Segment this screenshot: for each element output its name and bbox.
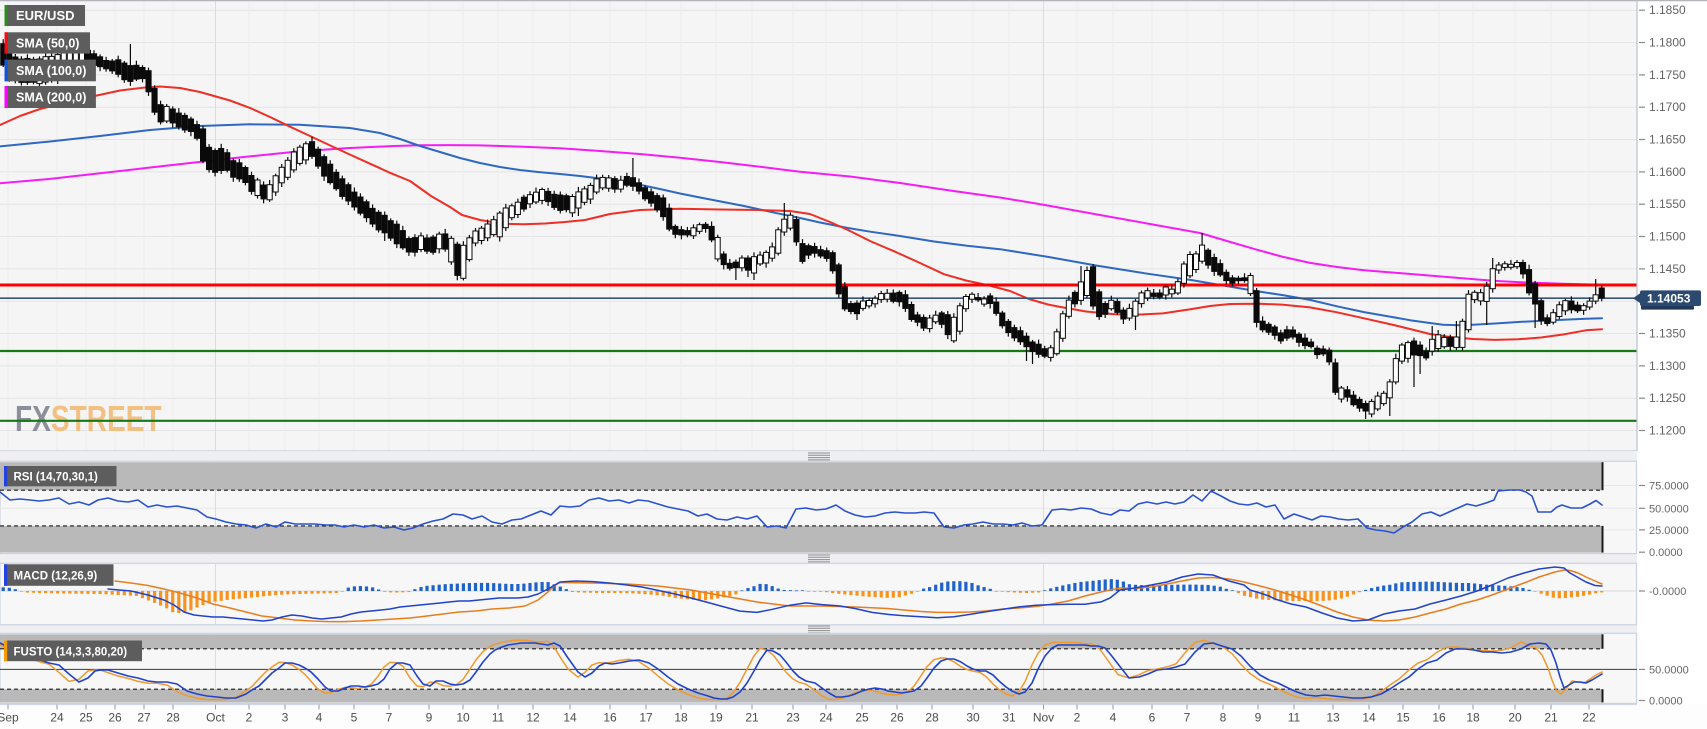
svg-text:4: 4 (316, 711, 323, 725)
svg-text:50.0000: 50.0000 (1649, 503, 1689, 515)
svg-text:10: 10 (456, 711, 470, 725)
svg-text:9: 9 (426, 711, 433, 725)
svg-text:18: 18 (1466, 711, 1480, 725)
svg-text:25.0000: 25.0000 (1649, 525, 1689, 537)
svg-text:FUSTO (14,3,3,80,20): FUSTO (14,3,3,80,20) (14, 646, 128, 658)
svg-text:13: 13 (1326, 711, 1340, 725)
svg-text:31: 31 (1002, 711, 1016, 725)
svg-text:11: 11 (1288, 711, 1301, 725)
svg-text:14: 14 (563, 711, 577, 725)
svg-text:28: 28 (166, 711, 180, 725)
svg-text:20: 20 (1508, 711, 1522, 725)
svg-text:1.1500: 1.1500 (1649, 230, 1686, 244)
svg-text:0.0000: 0.0000 (1649, 696, 1683, 708)
svg-text:24: 24 (50, 711, 64, 725)
svg-text:1.1700: 1.1700 (1649, 100, 1686, 114)
svg-text:25: 25 (855, 711, 869, 725)
svg-text:Oct: Oct (206, 711, 225, 725)
svg-text:25: 25 (79, 711, 93, 725)
svg-text:14: 14 (1362, 711, 1376, 725)
svg-text:28: 28 (925, 711, 939, 725)
svg-text:26: 26 (108, 711, 122, 725)
svg-text:12: 12 (526, 711, 540, 725)
svg-text:50.0000: 50.0000 (1649, 664, 1689, 676)
svg-text:1.14053: 1.14053 (1647, 292, 1691, 306)
svg-text:16: 16 (1432, 711, 1446, 725)
svg-text:1.1650: 1.1650 (1649, 133, 1686, 147)
svg-text:MACD (12,26,9): MACD (12,26,9) (14, 571, 98, 583)
svg-text:Nov: Nov (1033, 711, 1054, 725)
svg-text:1.1750: 1.1750 (1649, 68, 1686, 82)
svg-text:16: 16 (603, 711, 617, 725)
svg-text:Sep: Sep (0, 711, 19, 725)
svg-text:8: 8 (1220, 711, 1227, 725)
svg-text:9: 9 (1255, 711, 1262, 725)
svg-text:RSI (14,70,30,1): RSI (14,70,30,1) (14, 472, 99, 484)
svg-text:1.1550: 1.1550 (1649, 197, 1686, 211)
svg-text:1.1350: 1.1350 (1649, 327, 1686, 341)
svg-text:1.1600: 1.1600 (1649, 165, 1686, 179)
svg-text:1.1200: 1.1200 (1649, 424, 1686, 438)
svg-text:24: 24 (819, 711, 833, 725)
svg-text:1.1450: 1.1450 (1649, 262, 1686, 276)
svg-text:3: 3 (282, 711, 289, 725)
svg-text:-0.0000: -0.0000 (1649, 586, 1686, 598)
svg-text:SMA (100,0): SMA (100,0) (16, 64, 86, 78)
svg-text:2: 2 (1074, 711, 1081, 725)
svg-text:SMA (200,0): SMA (200,0) (16, 91, 86, 105)
svg-text:23: 23 (786, 711, 800, 725)
svg-text:17: 17 (639, 711, 653, 725)
svg-text:5: 5 (351, 711, 358, 725)
svg-text:0.0000: 0.0000 (1649, 547, 1683, 559)
svg-text:6: 6 (1149, 711, 1156, 725)
svg-text:18: 18 (674, 711, 688, 725)
svg-text:30: 30 (966, 711, 980, 725)
svg-text:7: 7 (386, 711, 393, 725)
svg-text:4: 4 (1110, 711, 1117, 725)
svg-text:27: 27 (137, 711, 151, 725)
svg-text:22: 22 (1582, 711, 1596, 725)
svg-text:21: 21 (745, 711, 759, 725)
svg-text:FXSTREET: FXSTREET (15, 399, 162, 439)
svg-text:1.1250: 1.1250 (1649, 391, 1686, 405)
svg-text:SMA (50,0): SMA (50,0) (16, 36, 79, 50)
svg-text:1.1300: 1.1300 (1649, 359, 1686, 373)
svg-text:1.1800: 1.1800 (1649, 36, 1686, 50)
svg-text:1.1850: 1.1850 (1649, 3, 1686, 17)
svg-text:2: 2 (246, 711, 253, 725)
svg-text:26: 26 (890, 711, 904, 725)
svg-text:19: 19 (709, 711, 723, 725)
svg-text:15: 15 (1396, 711, 1410, 725)
svg-text:21: 21 (1544, 711, 1558, 725)
svg-text:75.0000: 75.0000 (1649, 481, 1689, 493)
svg-text:11: 11 (492, 711, 505, 725)
svg-text:EUR/USD: EUR/USD (16, 8, 75, 23)
svg-text:7: 7 (1184, 711, 1191, 725)
